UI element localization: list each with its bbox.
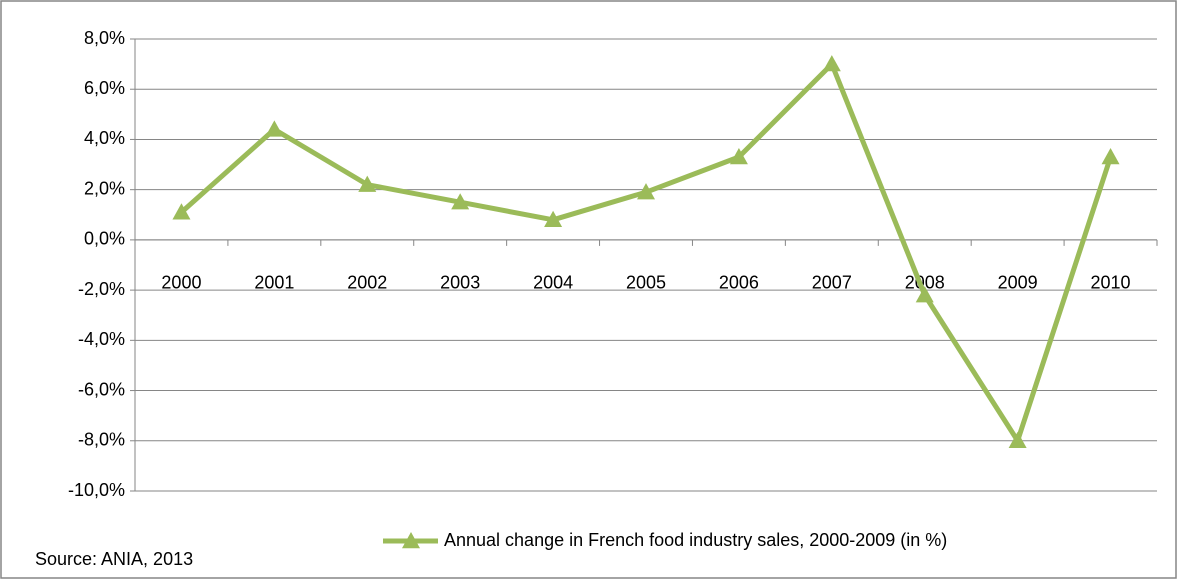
data-marker xyxy=(915,286,934,303)
y-tick-label: -10,0% xyxy=(68,480,125,500)
legend-label: Annual change in French food industry sa… xyxy=(444,530,947,550)
y-tick-label: -8,0% xyxy=(78,430,125,450)
data-marker xyxy=(172,203,191,220)
data-marker xyxy=(451,193,470,210)
x-tick-label: 2001 xyxy=(254,273,294,293)
x-tick-label: 2008 xyxy=(905,273,945,293)
data-marker xyxy=(1008,431,1027,448)
y-tick-label: 0,0% xyxy=(84,229,125,249)
x-tick-label: 2009 xyxy=(998,273,1038,293)
y-tick-label: -4,0% xyxy=(78,329,125,349)
x-tick-label: 2002 xyxy=(347,273,387,293)
data-marker xyxy=(1101,148,1120,165)
y-tick-label: 4,0% xyxy=(84,128,125,148)
x-tick-label: 2003 xyxy=(440,273,480,293)
data-marker xyxy=(544,210,563,227)
x-tick-label: 2006 xyxy=(719,273,759,293)
x-tick-label: 2004 xyxy=(533,273,573,293)
y-tick-label: -2,0% xyxy=(78,279,125,299)
x-tick-label: 2007 xyxy=(812,273,852,293)
data-marker xyxy=(358,175,377,192)
y-tick-label: 2,0% xyxy=(84,178,125,198)
y-tick-label: -6,0% xyxy=(78,379,125,399)
x-tick-label: 2005 xyxy=(626,273,666,293)
x-tick-label: 2010 xyxy=(1091,273,1131,293)
data-marker xyxy=(637,183,655,200)
legend-marker xyxy=(402,532,420,549)
data-marker xyxy=(822,55,841,72)
y-tick-label: 6,0% xyxy=(84,78,125,98)
data-marker xyxy=(265,120,284,137)
x-tick-label: 2000 xyxy=(161,273,201,293)
y-tick-label: 8,0% xyxy=(84,28,125,48)
source-note: Source: ANIA, 2013 xyxy=(35,549,193,569)
data-marker xyxy=(729,148,748,165)
